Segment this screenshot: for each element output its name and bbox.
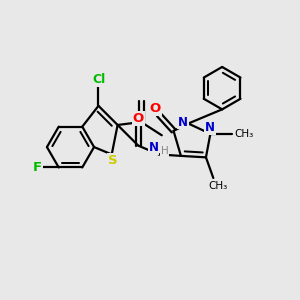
Text: F: F bbox=[33, 161, 42, 174]
Text: N: N bbox=[148, 141, 158, 154]
Text: Cl: Cl bbox=[92, 74, 106, 86]
Text: S: S bbox=[108, 154, 118, 167]
Text: O: O bbox=[133, 112, 144, 125]
Text: O: O bbox=[150, 102, 161, 115]
Text: N: N bbox=[178, 116, 188, 128]
Text: H: H bbox=[161, 146, 169, 156]
Text: CH₃: CH₃ bbox=[208, 181, 227, 191]
Text: CH₃: CH₃ bbox=[234, 129, 253, 139]
Text: N: N bbox=[206, 121, 215, 134]
